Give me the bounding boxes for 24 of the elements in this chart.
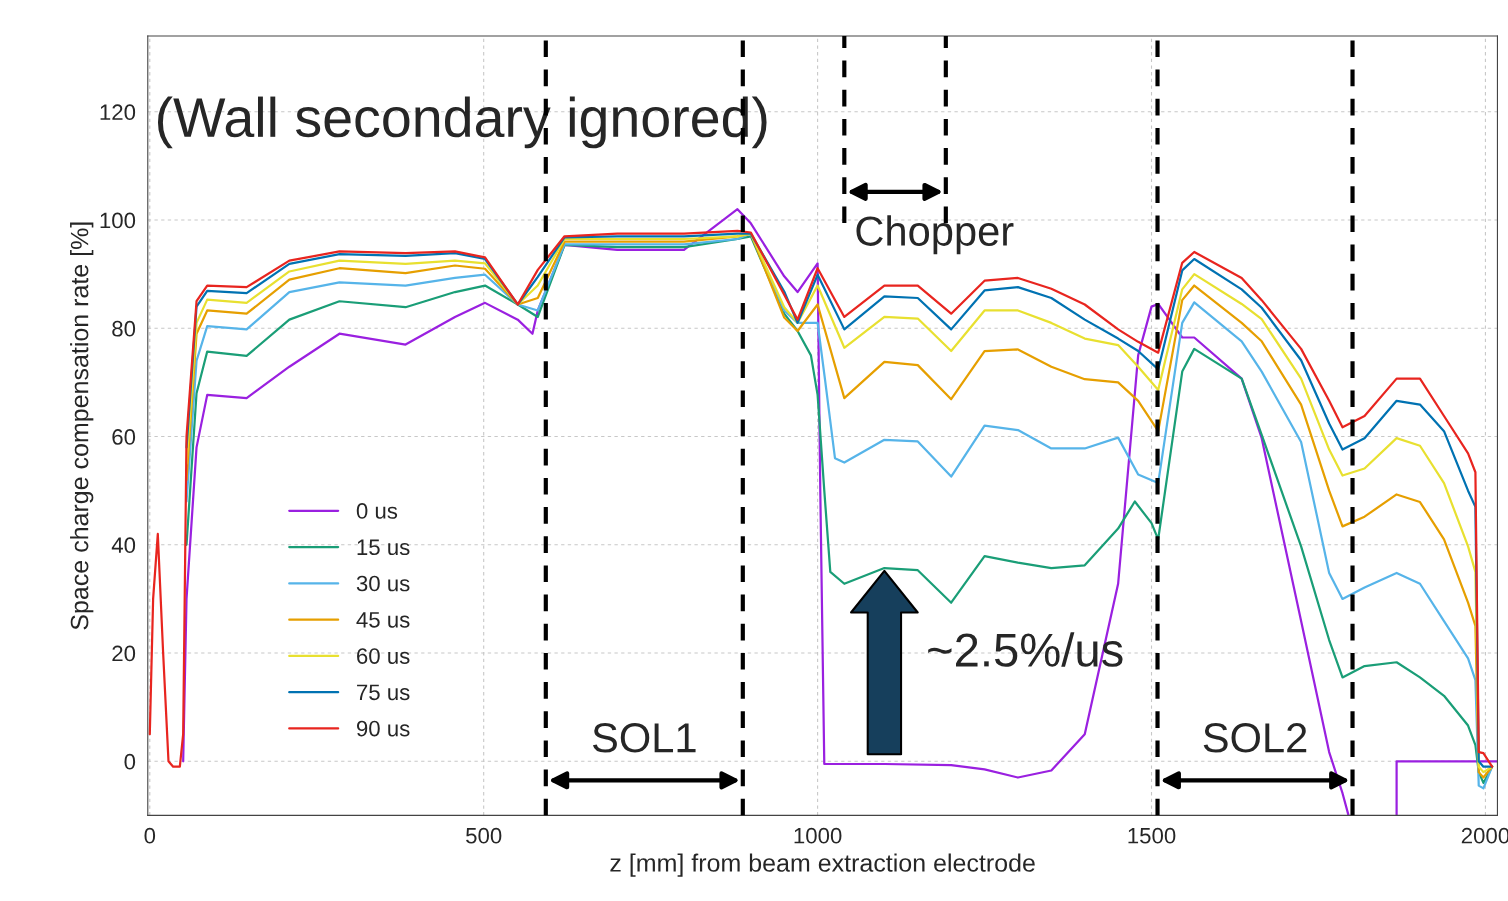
y-tick-label: 120 [100,104,136,121]
legend-label: 60 us [357,648,410,664]
legend-label: 45 us [356,612,410,628]
x-tick-label: 1000 [794,827,842,844]
x-tick-label: 0 [144,827,156,844]
x-axis-title: z [mm] from beam extraction electrode [610,853,1035,877]
legend-label: 75 us [357,684,410,701]
legend-label: 0 us [356,503,398,519]
text: (Wall secondary ignored) [157,96,767,149]
x-tick-label: 500 [466,827,502,844]
y-tick-label: 0 [124,753,136,770]
ref-line-label: SOL2 [1203,723,1307,753]
y-tick-label: 60 [112,429,136,445]
legend-label: 15 us [357,539,410,556]
y-tick-label: 100 [100,212,136,229]
legend-label: 30 us [356,575,410,592]
y-axis-title: Space charge compensation rate [%] [70,222,94,630]
y-tick-label: 80 [112,320,136,337]
y-tick-label: 40 [111,537,136,554]
legend-label: 90 us [356,720,410,737]
ref-line-label: SOL1 [592,723,696,753]
x-tick-label: 1500 [1128,827,1176,844]
ref-line-label: Chopper [856,215,1014,255]
y-tick-label: 20 [112,645,136,662]
